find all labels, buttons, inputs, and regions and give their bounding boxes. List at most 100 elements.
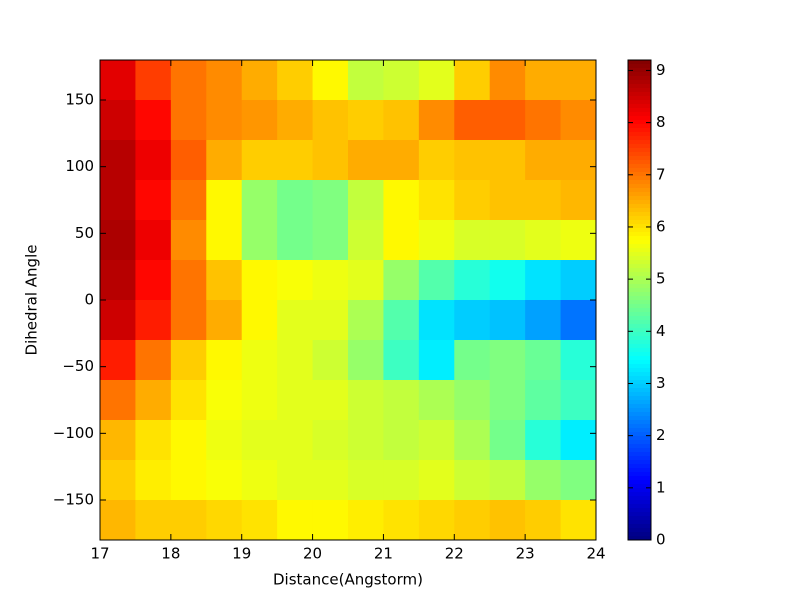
heatmap-cell — [206, 100, 243, 141]
colorbar-step — [628, 64, 651, 69]
colorbar-step — [628, 336, 651, 341]
heatmap-cell — [383, 140, 420, 181]
heatmap-cell — [100, 140, 136, 181]
heatmap-cell — [135, 180, 172, 221]
colorbar-step — [628, 416, 651, 421]
colorbar-step — [628, 344, 651, 349]
heatmap-cell — [560, 260, 597, 301]
colorbar-step — [628, 376, 651, 381]
heatmap-cell — [454, 340, 491, 381]
y-tick-label: 150 — [65, 91, 94, 109]
heatmap-cell — [277, 60, 314, 101]
heatmap-cell — [206, 340, 243, 381]
colorbar-step — [628, 232, 651, 237]
heatmap-cell — [241, 220, 278, 261]
heatmap-cell — [525, 140, 562, 181]
heatmap-cell — [206, 260, 243, 301]
heatmap-cell — [348, 100, 384, 141]
colorbar-step — [628, 128, 651, 133]
colorbar-step — [628, 468, 651, 473]
heatmap-cell — [100, 260, 136, 301]
heatmap-cell — [489, 460, 526, 501]
heatmap-cell — [454, 380, 491, 421]
colorbar-step — [628, 92, 651, 97]
heatmap-cell — [312, 460, 349, 501]
heatmap-cell — [560, 60, 597, 101]
colorbar-step — [628, 340, 651, 345]
heatmap-cell — [454, 180, 491, 221]
colorbar-step — [628, 308, 651, 313]
colorbar-step — [628, 160, 651, 165]
heatmap-cell — [525, 300, 562, 341]
colorbar-step — [628, 324, 651, 329]
heatmap-cell — [418, 140, 455, 181]
heatmap-cell — [489, 340, 526, 381]
heatmap-cell — [135, 100, 172, 141]
heatmap-cell — [170, 380, 207, 421]
heatmap-cell — [418, 60, 455, 101]
heatmap-cell — [277, 300, 314, 341]
colorbar-step — [628, 164, 651, 169]
heatmap-cell — [241, 460, 278, 501]
colorbar-step — [628, 272, 651, 277]
heatmap-cell — [348, 420, 384, 461]
y-axis-label: Dihedral Angle — [23, 245, 41, 356]
heatmap-cell — [100, 180, 136, 221]
heatmap-cell — [206, 300, 243, 341]
colorbar-tick-label: 6 — [656, 217, 666, 235]
colorbar-step — [628, 300, 651, 305]
colorbar-step — [628, 132, 651, 137]
heatmap-cell — [418, 220, 455, 261]
colorbar-tick-label: 3 — [656, 374, 666, 392]
colorbar-step — [628, 332, 651, 337]
x-tick-label: 22 — [445, 545, 464, 563]
heatmap-cell — [560, 380, 597, 421]
heatmap-cell — [170, 60, 207, 101]
colorbar-step — [628, 472, 651, 477]
colorbar-step — [628, 292, 651, 297]
heatmap-cell — [135, 140, 172, 181]
heatmap-cell — [312, 140, 349, 181]
colorbar-step — [628, 440, 651, 445]
colorbar-step — [628, 208, 651, 213]
heatmap-cell — [277, 420, 314, 461]
heatmap-cell — [100, 220, 136, 261]
heatmap-cell — [454, 100, 491, 141]
heatmap-cell — [170, 180, 207, 221]
colorbar-step — [628, 284, 651, 289]
colorbar-step — [628, 480, 651, 485]
y-tick-label: 50 — [75, 224, 94, 242]
colorbar-step — [628, 216, 651, 221]
heatmap-cell — [383, 380, 420, 421]
heatmap-cell — [312, 220, 349, 261]
heatmap-cell — [170, 340, 207, 381]
heatmap-cell — [454, 300, 491, 341]
colorbar-step — [628, 212, 651, 217]
heatmap-cell — [525, 380, 562, 421]
heatmap-cell — [348, 460, 384, 501]
heatmap-cell — [418, 100, 455, 141]
heatmap-cell — [241, 380, 278, 421]
heatmap-cell — [454, 220, 491, 261]
heatmap-cell — [312, 100, 349, 141]
heatmap-cell — [560, 300, 597, 341]
colorbar-step — [628, 512, 651, 517]
x-tick-label: 19 — [232, 545, 251, 563]
colorbar-step — [628, 436, 651, 441]
heatmap-cell — [170, 220, 207, 261]
colorbar-tick-label: 2 — [656, 426, 666, 444]
heatmap-cell — [135, 420, 172, 461]
heatmap — [100, 60, 597, 541]
colorbar-step — [628, 496, 651, 501]
heatmap-cell — [489, 500, 526, 541]
colorbar-step — [628, 156, 651, 161]
heatmap-cell — [100, 300, 136, 341]
heatmap-cell — [170, 420, 207, 461]
heatmap-cell — [383, 500, 420, 541]
colorbar-step — [628, 412, 651, 417]
heatmap-cell — [312, 260, 349, 301]
heatmap-cell — [418, 460, 455, 501]
heatmap-cell — [525, 260, 562, 301]
y-tick-label: 100 — [65, 157, 94, 175]
heatmap-cell — [454, 140, 491, 181]
